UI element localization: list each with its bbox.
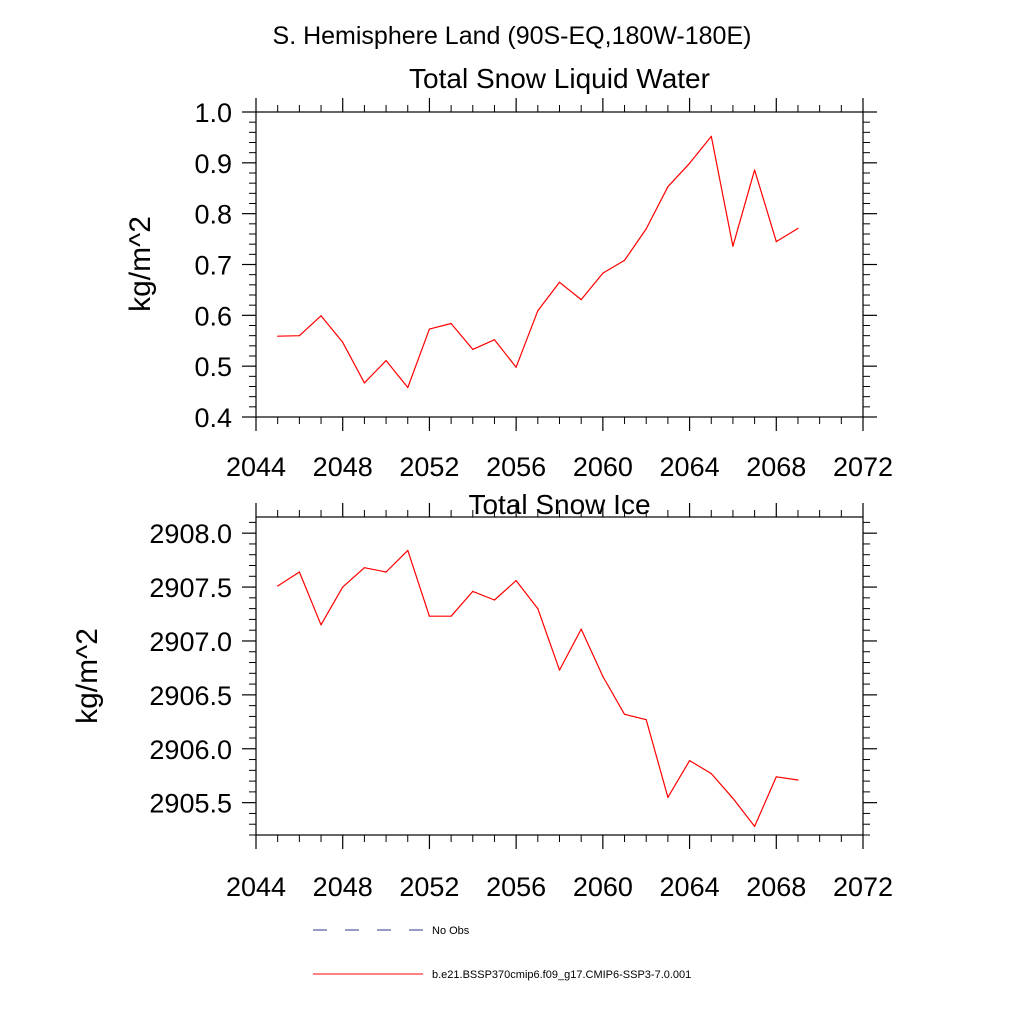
data-point <box>298 571 300 573</box>
figure-title: S. Hemisphere Land (90S-EQ,180W-180E) <box>273 22 752 50</box>
data-point <box>645 228 647 230</box>
data-point <box>754 169 756 171</box>
data-point <box>623 259 626 262</box>
data-point <box>385 359 387 362</box>
data-point <box>580 628 582 630</box>
series-line <box>277 135 799 389</box>
data-point <box>645 719 647 721</box>
y-tick-label: 0.7 <box>194 251 232 281</box>
data-point <box>580 298 582 301</box>
y-tick-label: 2906.0 <box>149 735 232 765</box>
data-point <box>277 335 279 337</box>
data-point <box>363 382 365 384</box>
data-point <box>602 675 604 678</box>
x-tick-label: 2056 <box>486 872 546 902</box>
x-tick-label: 2044 <box>226 452 286 482</box>
y-tick-label: 0.8 <box>194 200 232 230</box>
data-point <box>407 549 409 552</box>
x-tick-label: 2048 <box>313 452 373 482</box>
y-tick-label: 0.6 <box>194 301 232 331</box>
y-axis-label: kg/m^2 <box>71 628 104 724</box>
legend-item-model-run: b.e21.BSSP370cmip6.f09_g17.CMIP6-SSP3-7.… <box>313 969 691 981</box>
x-tick-label: 2060 <box>573 452 633 482</box>
data-point <box>385 571 387 573</box>
data-point <box>493 599 496 601</box>
x-tick-label: 2052 <box>399 872 459 902</box>
plot-frame <box>255 111 864 418</box>
data-point <box>688 760 691 762</box>
data-point <box>320 315 322 317</box>
legend-label-model-run: b.e21.BSSP370cmip6.f09_g17.CMIP6-SSP3-7.… <box>432 969 691 981</box>
y-tick-label: 2906.5 <box>149 681 232 711</box>
x-tick-label: 2064 <box>660 452 720 482</box>
x-tick-label: 2072 <box>833 872 893 902</box>
data-point <box>710 772 712 775</box>
y-tick-label: 2905.5 <box>149 789 232 819</box>
y-tick-label: 1.0 <box>194 98 232 128</box>
data-point <box>602 272 604 274</box>
data-point <box>732 797 734 799</box>
data-point <box>342 341 344 343</box>
data-point <box>472 590 474 592</box>
y-tick-label: 2907.5 <box>149 573 232 603</box>
x-tick-label: 2060 <box>573 872 633 902</box>
x-tick-label: 2052 <box>399 452 459 482</box>
data-point <box>320 624 322 626</box>
x-tick-label: 2072 <box>833 452 893 482</box>
data-point <box>407 386 409 389</box>
data-point <box>277 585 279 587</box>
x-tick-label: 2048 <box>313 872 373 902</box>
data-point <box>732 245 734 247</box>
y-tick-label: 2907.0 <box>149 627 232 657</box>
data-point <box>450 615 452 617</box>
chart-title: Total Snow Liquid Water <box>409 63 710 94</box>
data-point <box>472 348 474 350</box>
legend-label-no-obs: No Obs <box>432 925 470 937</box>
data-point <box>558 281 561 283</box>
x-tick-label: 2044 <box>226 872 286 902</box>
data-point <box>710 135 712 137</box>
data-point <box>515 366 517 368</box>
y-tick-label: 0.5 <box>194 352 232 382</box>
data-point <box>428 328 431 330</box>
y-tick-label: 0.9 <box>194 149 232 179</box>
data-point <box>493 339 496 341</box>
data-point <box>537 608 539 610</box>
data-point <box>797 779 799 781</box>
series-line <box>277 549 799 828</box>
data-point <box>515 580 517 582</box>
data-point <box>754 825 756 827</box>
x-tick-label: 2064 <box>660 872 720 902</box>
y-axis-label: kg/m^2 <box>124 216 157 312</box>
x-tick-label: 2068 <box>746 452 806 482</box>
y-tick-label: 0.4 <box>194 403 232 433</box>
data-point <box>537 310 539 312</box>
data-point <box>298 335 300 337</box>
data-point <box>667 796 669 798</box>
data-point <box>688 162 691 164</box>
legend-item-no-obs: No Obs <box>313 925 470 937</box>
legend: No Obs b.e21.BSSP370cmip6.f09_g17.CMIP6-… <box>313 925 691 981</box>
y-tick-label: 2908.0 <box>149 519 232 549</box>
data-point <box>797 227 799 230</box>
data-point <box>450 322 452 325</box>
data-point <box>775 241 777 243</box>
data-point <box>775 776 777 778</box>
data-point <box>558 669 561 671</box>
chart-snow-liquid-water: Total Snow Liquid Water kg/m^2 2044 2048 205… <box>124 63 893 482</box>
data-point <box>667 186 669 188</box>
data-point <box>623 713 626 715</box>
data-point <box>428 615 431 617</box>
data-point <box>342 586 344 588</box>
x-tick-label: 2056 <box>486 452 546 482</box>
data-point <box>363 567 365 569</box>
x-tick-label: 2068 <box>746 872 806 902</box>
